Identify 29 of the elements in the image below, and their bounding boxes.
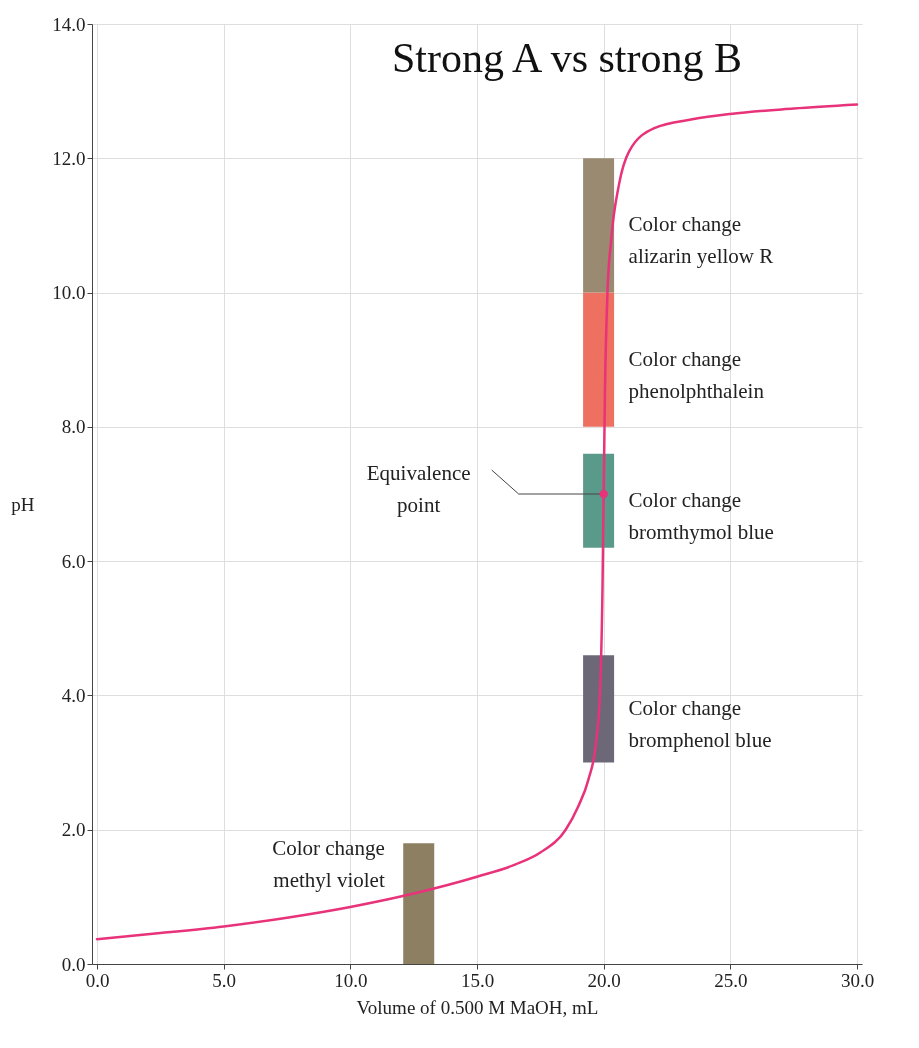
annotation: Color change alizarin yellow R [628, 212, 774, 269]
y-tick-label: 4.0 [61, 684, 86, 706]
annotation: Color change bromthymol blue [628, 487, 774, 544]
x-tick-label: 15.0 [460, 969, 495, 991]
chart-title: Strong A vs strong B [391, 35, 742, 81]
x-tick-label: 20.0 [587, 969, 621, 991]
y-tick-label: 6.0 [61, 550, 86, 572]
x-axis-title: Volume of 0.500 M MaOH, mL [356, 996, 599, 1018]
y-tick-label: 2.0 [61, 819, 86, 841]
annotation: Color change phenolphthalein [628, 346, 765, 403]
x-tick-label: 30.0 [840, 969, 875, 991]
y-tick-label: 12.0 [52, 147, 86, 169]
annotation: Color change bromphenol blue [628, 695, 772, 752]
x-tick-label: 0.0 [85, 969, 110, 991]
x-tick-label: 25.0 [714, 969, 748, 991]
bar [583, 292, 615, 427]
annotation: Color change methyl violet [272, 835, 385, 892]
y-tick-label: 14.0 [52, 13, 86, 35]
bar [403, 843, 435, 964]
bar [583, 655, 615, 763]
x-tick-label: 10.0 [334, 969, 368, 991]
y-tick-label: 0.0 [61, 953, 86, 975]
line-series [95, 103, 859, 941]
y-axis-title: pH [11, 493, 35, 515]
bar [583, 158, 615, 293]
y-tick-label: 8.0 [61, 416, 86, 438]
annotation: Equivalence point [366, 461, 471, 517]
y-tick-label: 10.0 [52, 282, 86, 304]
x-tick-label: 5.0 [212, 969, 237, 991]
